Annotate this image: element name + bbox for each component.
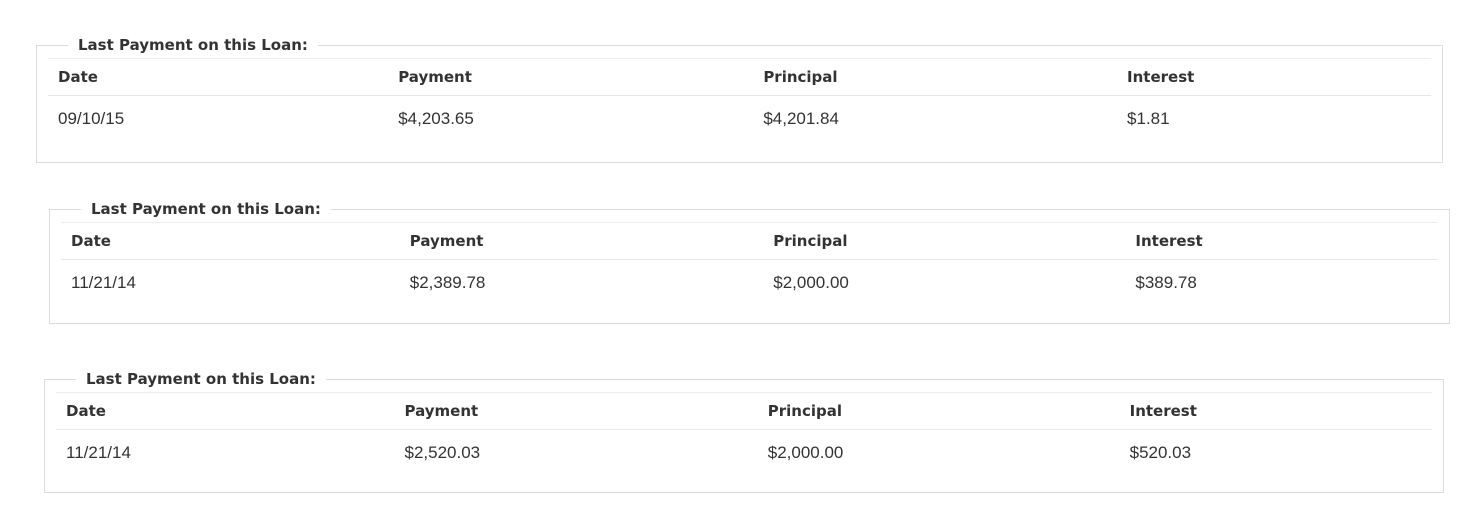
table-header-row: Date Payment Principal Interest bbox=[56, 392, 1432, 430]
header-principal: Principal bbox=[763, 222, 1126, 260]
table-row: 09/10/15 $4,203.65 $4,201.84 $1.81 bbox=[48, 96, 1431, 143]
cell-interest: $389.78 bbox=[1135, 273, 1197, 292]
cell-interest: $520.03 bbox=[1129, 443, 1192, 462]
last-payment-panel-3: Last Payment on this Loan: Date Payment … bbox=[44, 370, 1444, 493]
cell-principal: $2,000.00 bbox=[767, 443, 844, 462]
header-interest: Interest bbox=[1117, 58, 1431, 96]
header-payment: Payment bbox=[394, 392, 758, 430]
last-payment-table: Date Payment Principal Interest 11/21/14… bbox=[61, 222, 1438, 306]
header-principal: Principal bbox=[757, 392, 1120, 430]
last-payment-panel-1: Last Payment on this Loan: Date Payment … bbox=[36, 36, 1443, 163]
panel-legend: Last Payment on this Loan: bbox=[91, 200, 321, 218]
table-header-row: Date Payment Principal Interest bbox=[48, 58, 1431, 96]
last-payment-table: Date Payment Principal Interest 11/21/14… bbox=[56, 392, 1432, 476]
table-row: 11/21/14 $2,520.03 $2,000.00 $520.03 bbox=[56, 430, 1432, 477]
last-payment-table: Date Payment Principal Interest 09/10/15… bbox=[48, 58, 1431, 142]
panel-legend: Last Payment on this Loan: bbox=[86, 370, 316, 388]
cell-interest: $1.81 bbox=[1127, 109, 1170, 128]
cell-payment: $2,520.03 bbox=[404, 443, 481, 462]
cell-payment: $4,203.65 bbox=[398, 109, 474, 128]
cell-date: 11/21/14 bbox=[66, 443, 131, 462]
last-payment-panel-2: Last Payment on this Loan: Date Payment … bbox=[49, 200, 1450, 324]
header-interest: Interest bbox=[1119, 392, 1432, 430]
panel-legend: Last Payment on this Loan: bbox=[78, 36, 308, 54]
cell-date: 11/21/14 bbox=[71, 273, 136, 292]
table-header-row: Date Payment Principal Interest bbox=[61, 222, 1438, 260]
cell-principal: $2,000.00 bbox=[773, 273, 849, 292]
cell-date: 09/10/15 bbox=[58, 109, 125, 128]
header-date: Date bbox=[48, 58, 389, 96]
table-row: 11/21/14 $2,389.78 $2,000.00 $389.78 bbox=[61, 260, 1438, 307]
header-interest: Interest bbox=[1125, 222, 1438, 260]
header-date: Date bbox=[61, 222, 400, 260]
cell-principal: $4,201.84 bbox=[763, 109, 839, 128]
cell-payment: $2,389.78 bbox=[409, 273, 486, 292]
header-principal: Principal bbox=[753, 58, 1118, 96]
header-payment: Payment bbox=[388, 58, 754, 96]
header-date: Date bbox=[56, 392, 395, 430]
header-payment: Payment bbox=[399, 222, 764, 260]
